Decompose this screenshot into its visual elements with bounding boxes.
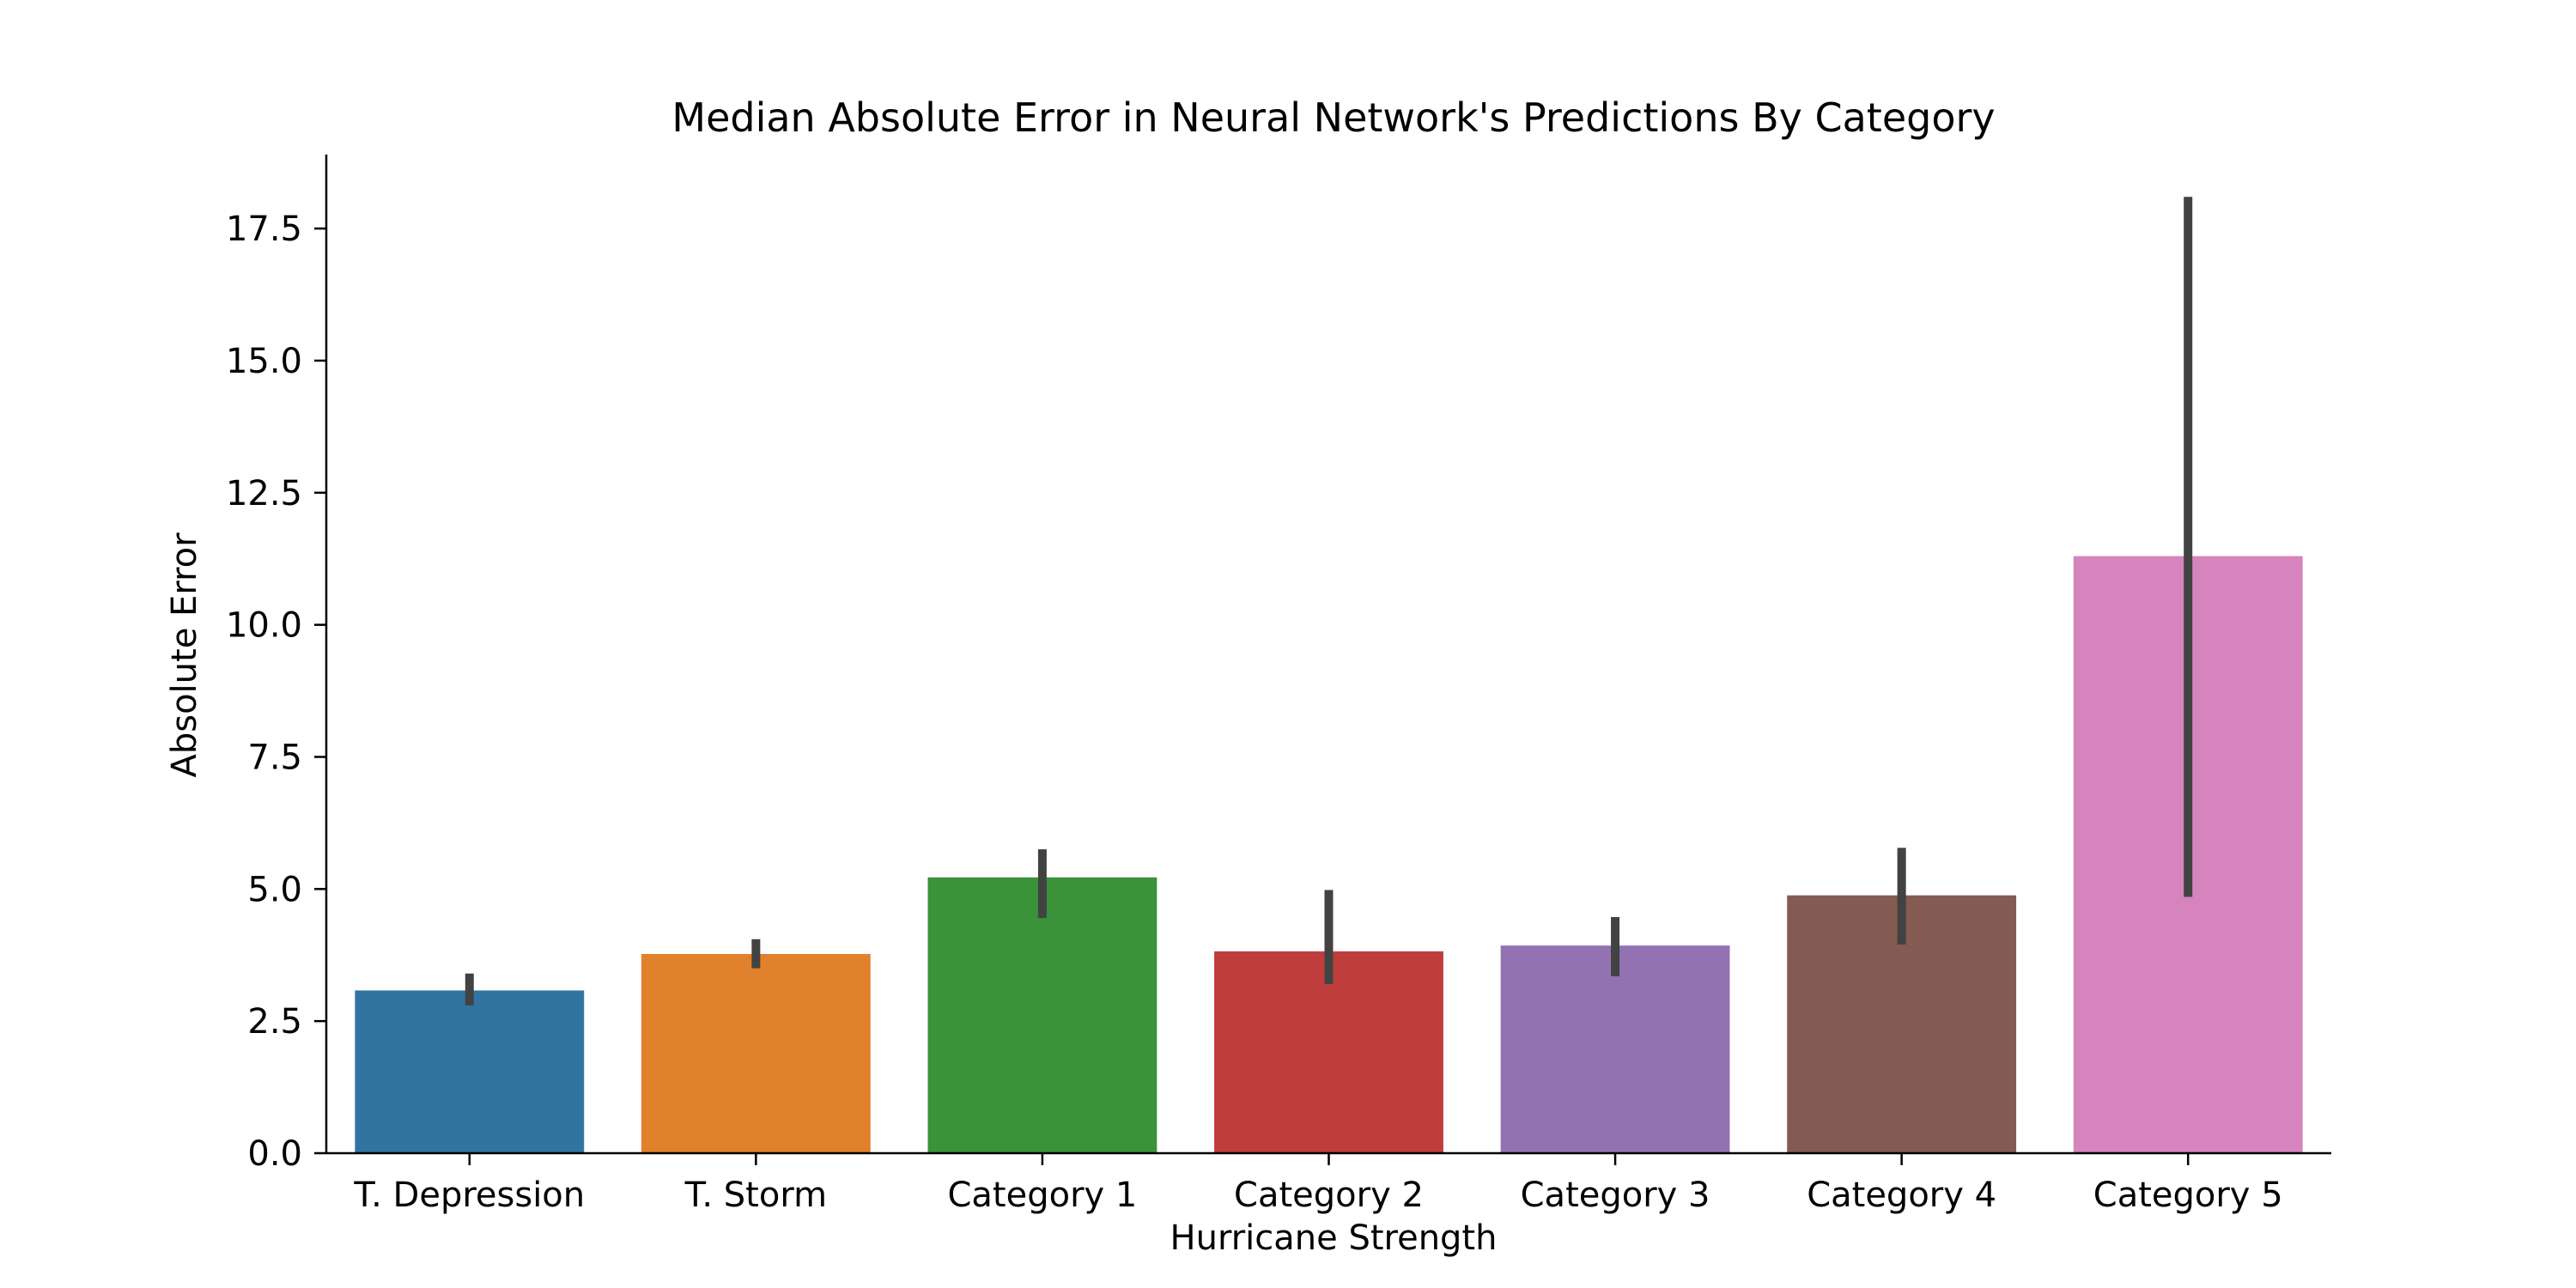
x-axis-label: Hurricane Strength xyxy=(1170,1218,1498,1258)
y-tick-label: 0.0 xyxy=(247,1134,302,1174)
bar-category-1 xyxy=(927,877,1157,1153)
chart-title: Median Absolute Error in Neural Network'… xyxy=(671,94,1995,141)
error-bars-layer xyxy=(465,197,2193,1005)
bar-category-2 xyxy=(1214,951,1443,1153)
y-tick-label: 15.0 xyxy=(226,342,302,381)
y-tick-label: 17.5 xyxy=(226,210,302,249)
y-tick-label: 7.5 xyxy=(247,738,302,777)
bar-category-3 xyxy=(1500,945,1730,1153)
y-tick-label: 12.5 xyxy=(226,474,302,513)
y-axis-label: Absolute Error xyxy=(165,532,204,778)
bar-t-storm xyxy=(641,954,871,1153)
x-tick-label: Category 1 xyxy=(947,1176,1137,1215)
x-tick-label: Category 2 xyxy=(1234,1176,1424,1215)
x-tick-label: T. Depression xyxy=(353,1176,585,1215)
x-tick-label: Category 4 xyxy=(1807,1176,1996,1215)
y-tick-label: 2.5 xyxy=(247,1002,302,1042)
bar-t-depression xyxy=(355,990,585,1153)
x-tick-label: Category 5 xyxy=(2093,1176,2283,1215)
bars-layer xyxy=(355,556,2303,1153)
y-tick-label: 10.0 xyxy=(226,606,302,646)
x-tick-label: Category 3 xyxy=(1521,1176,1710,1215)
x-tick-label: T. Storm xyxy=(684,1176,827,1215)
axes-layer: T. Depression T. Storm Category 1 Category … xyxy=(226,155,2331,1215)
y-tick-label: 5.0 xyxy=(247,870,302,909)
